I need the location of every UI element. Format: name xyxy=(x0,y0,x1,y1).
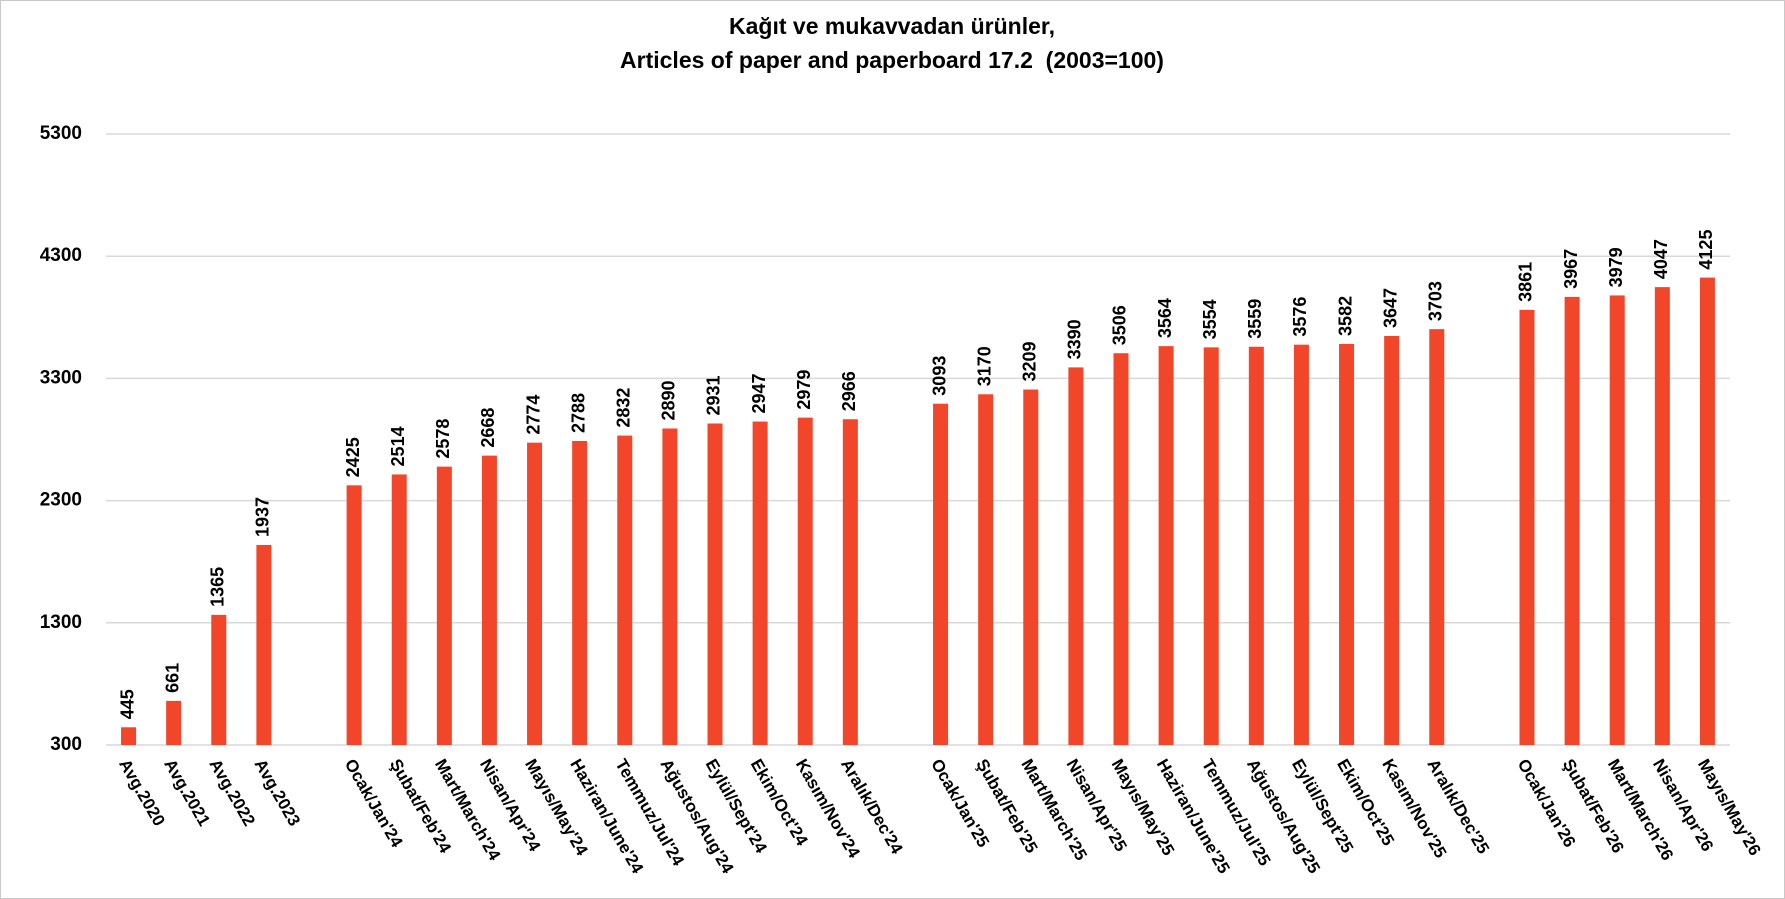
data-label: 1365 xyxy=(208,567,228,607)
data-label: 2514 xyxy=(388,426,408,466)
data-label: 3861 xyxy=(1516,262,1536,302)
data-label: 3554 xyxy=(1200,299,1220,339)
data-label: 3647 xyxy=(1380,288,1400,328)
data-label: 2578 xyxy=(433,419,453,459)
data-label: 2788 xyxy=(568,393,588,433)
data-label: 2668 xyxy=(478,408,498,448)
data-label: 3559 xyxy=(1245,299,1265,339)
bar xyxy=(346,485,362,745)
bar xyxy=(1293,344,1309,745)
bar xyxy=(978,394,994,745)
data-label: 2425 xyxy=(343,437,363,477)
data-label: 2931 xyxy=(704,375,724,415)
y-tick-label: 300 xyxy=(50,734,82,755)
bar xyxy=(797,417,813,745)
data-label: 3979 xyxy=(1606,247,1626,287)
bar xyxy=(1654,287,1670,745)
y-tick-label: 3300 xyxy=(40,367,82,388)
data-label: 2979 xyxy=(794,370,814,410)
bar xyxy=(1339,343,1355,745)
chart-title: Kağıt ve mukavvadan ürünler, xyxy=(729,13,1055,39)
data-label: 3390 xyxy=(1065,319,1085,359)
bar xyxy=(1203,347,1219,745)
bar xyxy=(1068,367,1084,745)
bar xyxy=(1023,389,1039,745)
bar xyxy=(1384,335,1400,745)
y-tick-label: 2300 xyxy=(40,490,82,511)
data-label: 2890 xyxy=(659,380,679,420)
bar xyxy=(481,455,497,745)
bar xyxy=(1429,329,1445,745)
data-label: 4047 xyxy=(1651,239,1671,279)
data-label: 3170 xyxy=(974,346,994,386)
data-label: 445 xyxy=(117,689,137,719)
bar xyxy=(211,614,227,745)
bar xyxy=(752,421,768,745)
bar xyxy=(617,435,633,745)
bar xyxy=(1699,277,1715,745)
bar xyxy=(1609,295,1625,745)
bar xyxy=(166,700,182,745)
data-label: 3576 xyxy=(1290,297,1310,337)
data-label: 3703 xyxy=(1426,281,1446,321)
data-label: 2774 xyxy=(523,395,543,435)
y-tick-label: 4300 xyxy=(40,245,82,266)
bar xyxy=(1248,346,1264,745)
data-label: 3093 xyxy=(929,356,949,396)
data-label: 3506 xyxy=(1110,305,1130,345)
bar xyxy=(121,727,137,745)
bar xyxy=(933,403,949,745)
data-label: 3582 xyxy=(1335,296,1355,336)
data-label: 1937 xyxy=(253,497,273,537)
data-label: 3209 xyxy=(1020,341,1040,381)
bar xyxy=(256,544,272,745)
data-label: 661 xyxy=(162,663,182,693)
bar xyxy=(527,442,543,745)
bar xyxy=(391,474,407,745)
data-label: 2947 xyxy=(749,373,769,413)
bar xyxy=(572,440,588,745)
bar xyxy=(662,428,678,745)
chart-title: Articles of paper and paperboard 17.2 (2… xyxy=(620,47,1164,73)
data-label: 3967 xyxy=(1561,249,1581,289)
data-label: 4125 xyxy=(1696,230,1716,270)
bar xyxy=(1113,353,1129,745)
data-label: 3564 xyxy=(1155,298,1175,338)
bar xyxy=(842,419,858,745)
bar xyxy=(707,423,723,745)
bar xyxy=(1158,346,1174,745)
y-tick-label: 5300 xyxy=(40,123,82,144)
data-label: 2832 xyxy=(614,388,634,428)
bar xyxy=(436,466,452,745)
y-tick-label: 1300 xyxy=(40,612,82,633)
bar xyxy=(1519,309,1535,745)
data-label: 2966 xyxy=(839,371,859,411)
bar xyxy=(1564,296,1580,745)
